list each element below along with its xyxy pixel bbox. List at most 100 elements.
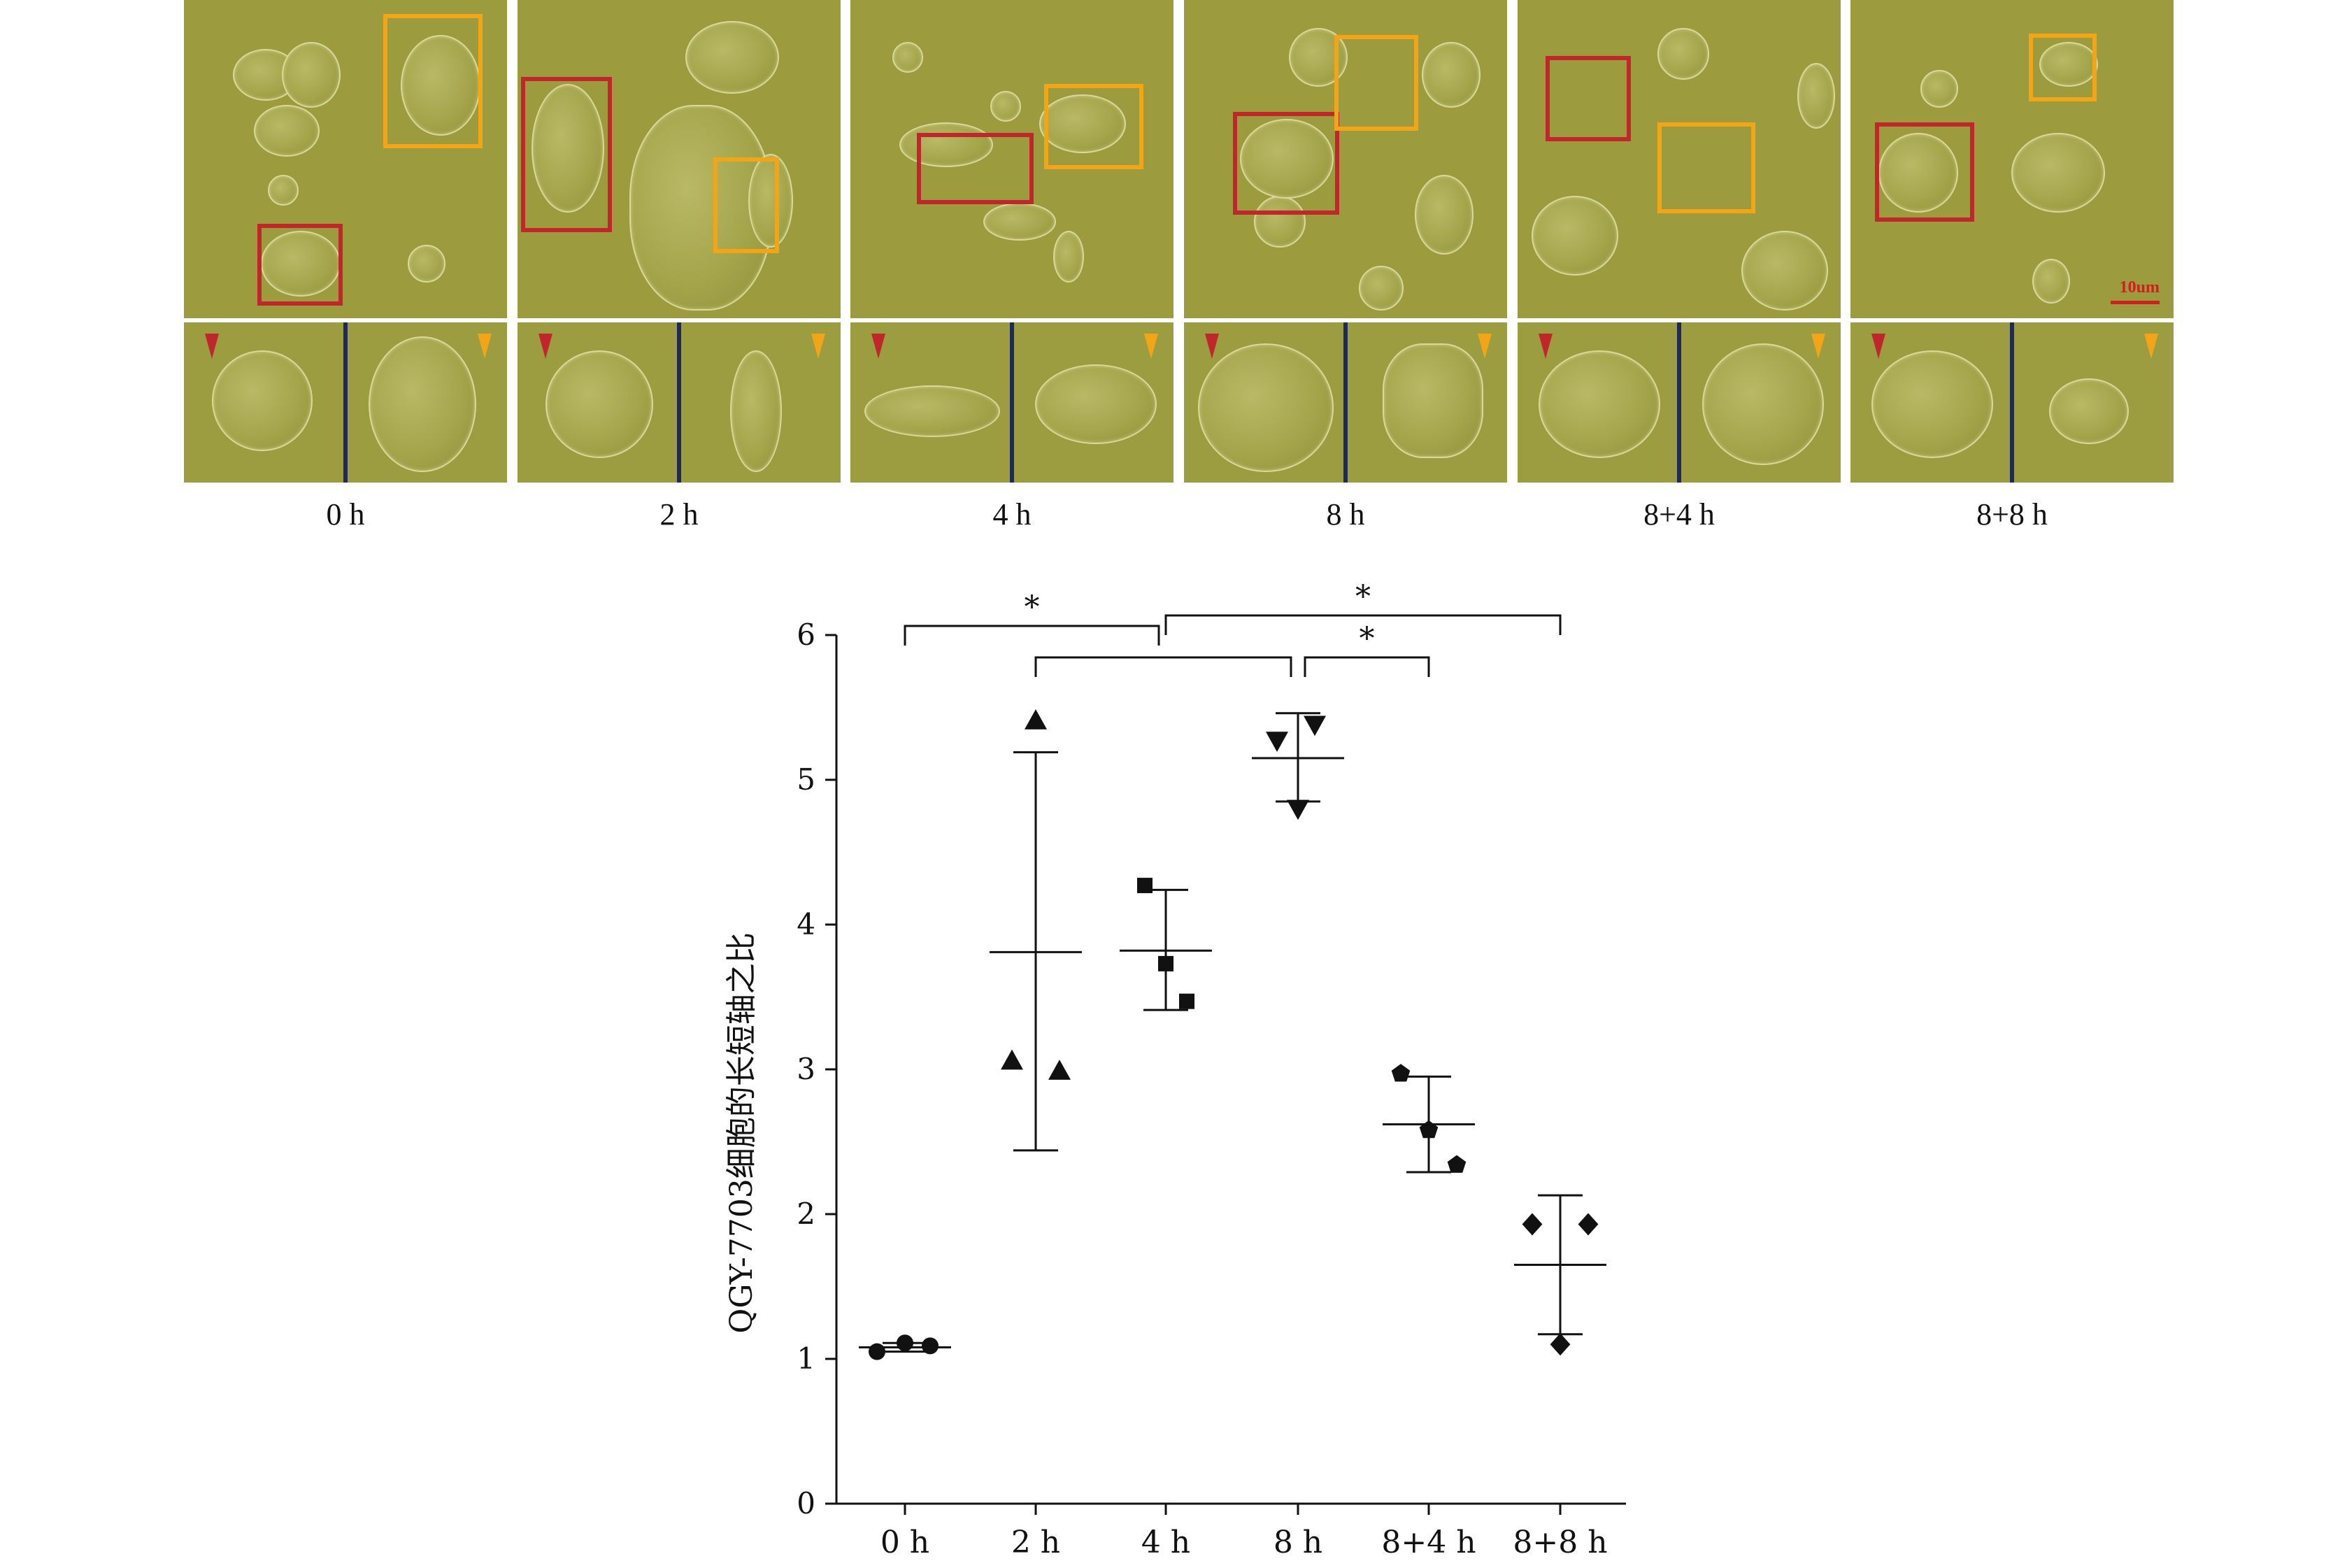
data-point-diamond <box>1550 1333 1571 1356</box>
y-tick-label: 3 <box>797 1052 815 1086</box>
micrograph-overview: 10um <box>1850 0 2174 318</box>
orange-selection-box <box>713 157 779 253</box>
series-group-8-8-h <box>1514 1194 1606 1356</box>
orange-arrowhead-marker <box>811 334 825 359</box>
significance-brackets: * * * <box>904 579 1562 677</box>
orange-selection-box <box>1334 35 1418 131</box>
data-point-diamond <box>1522 1213 1543 1236</box>
bracket-line <box>1304 656 1430 677</box>
significance-bracket <box>1034 656 1292 677</box>
data-point-triangle-up <box>1025 709 1047 729</box>
micrograph-zoom-pair <box>184 322 507 483</box>
red-zoom-view <box>518 322 677 483</box>
micrograph-zoom-pair <box>1184 322 1507 483</box>
y-axis-label: QGY-7703细胞的长短轴之比 <box>724 932 759 1334</box>
orange-arrowhead-marker <box>1811 334 1825 359</box>
panel-label: 0 h <box>326 497 365 532</box>
significance-star: * <box>1355 579 1371 615</box>
panel-label: 2 h <box>659 497 699 532</box>
x-tick-label: 8+4 h <box>1381 1525 1476 1560</box>
orange-selection-box <box>2029 34 2097 101</box>
red-selection-box <box>917 133 1034 204</box>
micrograph-zoom-pair <box>850 322 1173 483</box>
orange-selection-box <box>383 14 483 148</box>
data-point-pentagon <box>1447 1155 1467 1173</box>
data-point-triangle-up <box>1048 1060 1071 1080</box>
panel-label: 4 h <box>992 497 1032 532</box>
scale-bar <box>2111 301 2160 304</box>
y-tick-label: 2 <box>797 1197 815 1231</box>
micrograph-panel-4h: 4 h <box>850 0 1173 532</box>
panel-label: 8+8 h <box>1976 497 2048 532</box>
red-zoom-view <box>1184 322 1343 483</box>
red-selection-box <box>257 224 343 306</box>
y-tick-label: 0 <box>797 1486 815 1520</box>
orange-arrowhead-marker <box>2144 334 2158 359</box>
series-group-8-h <box>1252 712 1344 820</box>
orange-zoom-view <box>348 322 507 483</box>
data-point-square <box>1179 993 1194 1009</box>
significance-bracket: * <box>904 590 1160 646</box>
micrograph-panel-8h: 8 h <box>1184 0 1507 532</box>
orange-arrowhead-marker <box>1478 334 1492 359</box>
significance-bracket: * <box>1164 579 1562 635</box>
panel-label: 8 h <box>1326 497 1365 532</box>
data-point-diamond <box>1578 1213 1599 1236</box>
data-point-square <box>1158 955 1173 971</box>
orange-arrowhead-marker <box>1144 334 1158 359</box>
red-arrowhead-marker <box>1871 334 1885 359</box>
red-arrowhead-marker <box>538 334 552 359</box>
chart-marks <box>859 709 1606 1360</box>
red-selection-box <box>1546 56 1631 141</box>
series-group-4-h <box>1120 878 1212 1011</box>
micrograph-zoom-pair <box>1850 322 2174 483</box>
micrograph-zoom-pair <box>518 322 841 483</box>
orange-selection-box <box>1657 122 1755 213</box>
bracket-line <box>1034 656 1292 677</box>
red-zoom-view <box>850 322 1010 483</box>
micrograph-panel-8-8h: 10um 8+8 h <box>1850 0 2174 532</box>
data-point-circle <box>922 1337 939 1355</box>
x-tick-label: 0 h <box>880 1525 929 1560</box>
red-zoom-view <box>184 322 343 483</box>
orange-selection-box <box>1044 84 1143 169</box>
series-group-2-h <box>990 709 1082 1152</box>
red-arrowhead-marker <box>1205 334 1219 359</box>
data-point-triangle-down <box>1304 715 1326 736</box>
micrograph-overview <box>518 0 841 318</box>
red-arrowhead-marker <box>205 334 219 359</box>
orange-zoom-view <box>1014 322 1173 483</box>
bracket-line <box>1164 614 1562 635</box>
x-tick-label: 8+8 h <box>1513 1525 1607 1560</box>
significance-star: * <box>1025 590 1040 625</box>
data-point-pentagon <box>1419 1120 1439 1139</box>
panel-label: 8+4 h <box>1643 497 1715 532</box>
orange-arrowhead-marker <box>478 334 492 359</box>
scale-bar-label: 10um <box>2119 278 2160 297</box>
data-point-triangle-down <box>1287 799 1309 820</box>
micrograph-overview <box>850 0 1173 318</box>
orange-zoom-view <box>2014 322 2174 483</box>
micrograph-overview <box>1518 0 1841 318</box>
data-point-triangle-down <box>1266 732 1288 753</box>
y-tick-label: 1 <box>797 1341 815 1376</box>
series-group-0-h <box>859 1334 951 1360</box>
data-point-pentagon <box>1391 1064 1411 1082</box>
y-tick-label: 6 <box>797 618 815 652</box>
micrograph-panel-0h: 0 h <box>184 0 507 532</box>
red-zoom-view <box>1850 322 2010 483</box>
red-selection-box <box>1875 122 1974 222</box>
micrograph-overview <box>1184 0 1507 318</box>
red-arrowhead-marker <box>871 334 885 359</box>
red-selection-box <box>1233 112 1339 215</box>
orange-zoom-view <box>681 322 841 483</box>
micrograph-overview <box>184 0 507 318</box>
red-zoom-view <box>1518 322 1677 483</box>
x-tick-label: 2 h <box>1011 1525 1060 1560</box>
micrograph-panel-8-4h: 8+4 h <box>1518 0 1841 532</box>
y-tick-label: 5 <box>797 762 815 797</box>
data-point-square <box>1137 878 1153 894</box>
micrograph-zoom-pair <box>1518 322 1841 483</box>
x-tick-label: 8 h <box>1274 1525 1322 1560</box>
